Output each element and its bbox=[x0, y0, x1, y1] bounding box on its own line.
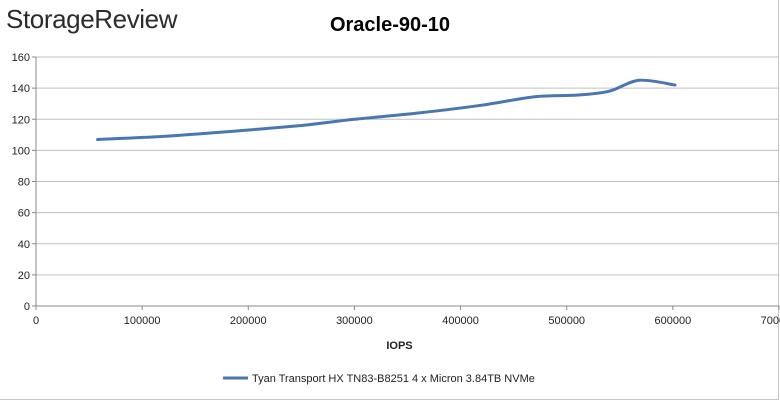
x-tick-label-500000: 500000 bbox=[548, 315, 585, 327]
x-tick-label-300000: 300000 bbox=[336, 315, 373, 327]
legend: Tyan Transport HX TN83-B8251 4 x Micron … bbox=[223, 373, 535, 385]
series-group bbox=[96, 78, 677, 141]
y-tick-label-120: 120 bbox=[12, 114, 30, 126]
x-tick-label-100000: 100000 bbox=[124, 315, 161, 327]
chart-title: Oracle-90-10 bbox=[0, 14, 780, 37]
x-axis-label: IOPS bbox=[386, 340, 412, 352]
legend-entry: Tyan Transport HX TN83-B8251 4 x Micron … bbox=[252, 373, 535, 385]
y-tick-label-20: 20 bbox=[18, 270, 30, 282]
y-tick-label-80: 80 bbox=[18, 177, 30, 189]
y-tick-label-160: 160 bbox=[12, 52, 30, 64]
chart-title-text: Oracle-90-10 bbox=[329, 14, 451, 36]
series-line-0 bbox=[96, 78, 677, 141]
y-tick-labels: 0 20 40 60 80 100 120 140 160 bbox=[12, 52, 30, 313]
axes bbox=[32, 56, 780, 310]
x-tick-label-400000: 400000 bbox=[442, 315, 479, 327]
y-tick-label-60: 60 bbox=[18, 208, 30, 220]
storagereview-logo: StorageReview bbox=[6, 4, 178, 34]
y-tick-label-0: 0 bbox=[24, 301, 30, 313]
y-tick-label-100: 100 bbox=[12, 145, 30, 157]
gridlines bbox=[36, 56, 779, 276]
x-tick-label-600000: 600000 bbox=[654, 315, 691, 327]
x-tick-label-200000: 200000 bbox=[230, 315, 267, 327]
x-tick-labels: 0 100000 200000 300000 400000 500000 600000 700… bbox=[33, 315, 780, 327]
y-tick-label-40: 40 bbox=[18, 239, 30, 251]
x-tick-label-0: 0 bbox=[33, 315, 39, 327]
y-tick-label-140: 140 bbox=[12, 83, 30, 95]
x-tick-label-700000: 700000 bbox=[761, 315, 780, 327]
